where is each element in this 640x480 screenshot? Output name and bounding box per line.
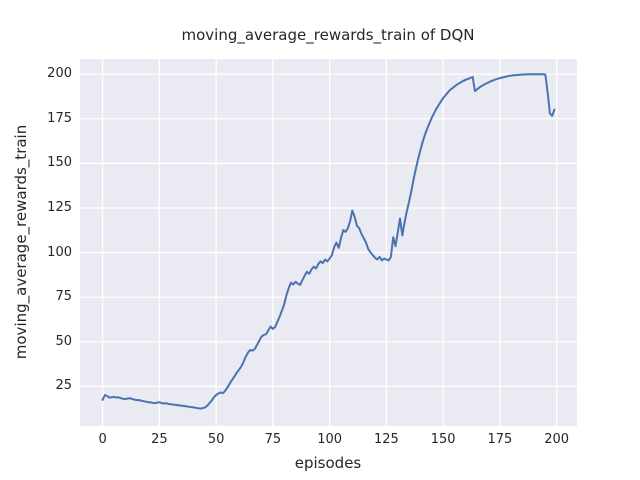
y-tick-label: 150 [47,155,72,171]
y-tick-label: 125 [47,199,72,215]
x-tick-label: 150 [430,432,456,447]
x-tick-label: 125 [373,432,399,447]
x-tick-label: 175 [487,432,513,447]
x-tick-label: 100 [317,432,343,447]
y-tick-label: 200 [47,66,72,82]
y-tick-label: 175 [47,110,72,126]
y-tick-label: 100 [47,244,72,260]
series-line [101,73,556,410]
x-tick-label: 0 [98,432,107,447]
y-tick-label: 75 [55,289,72,305]
y-tick-label: 25 [55,378,72,394]
chart-title: moving_average_rewards_train of DQN [181,26,475,44]
x-tick-label: 75 [264,432,282,447]
axes-background [80,59,577,426]
y-tick-label: 50 [55,333,72,349]
x-tick-label: 200 [544,432,570,447]
x-tick-label: 25 [151,432,168,447]
x-axis-label: episodes [294,454,362,472]
x-tick-label: 50 [207,432,225,447]
